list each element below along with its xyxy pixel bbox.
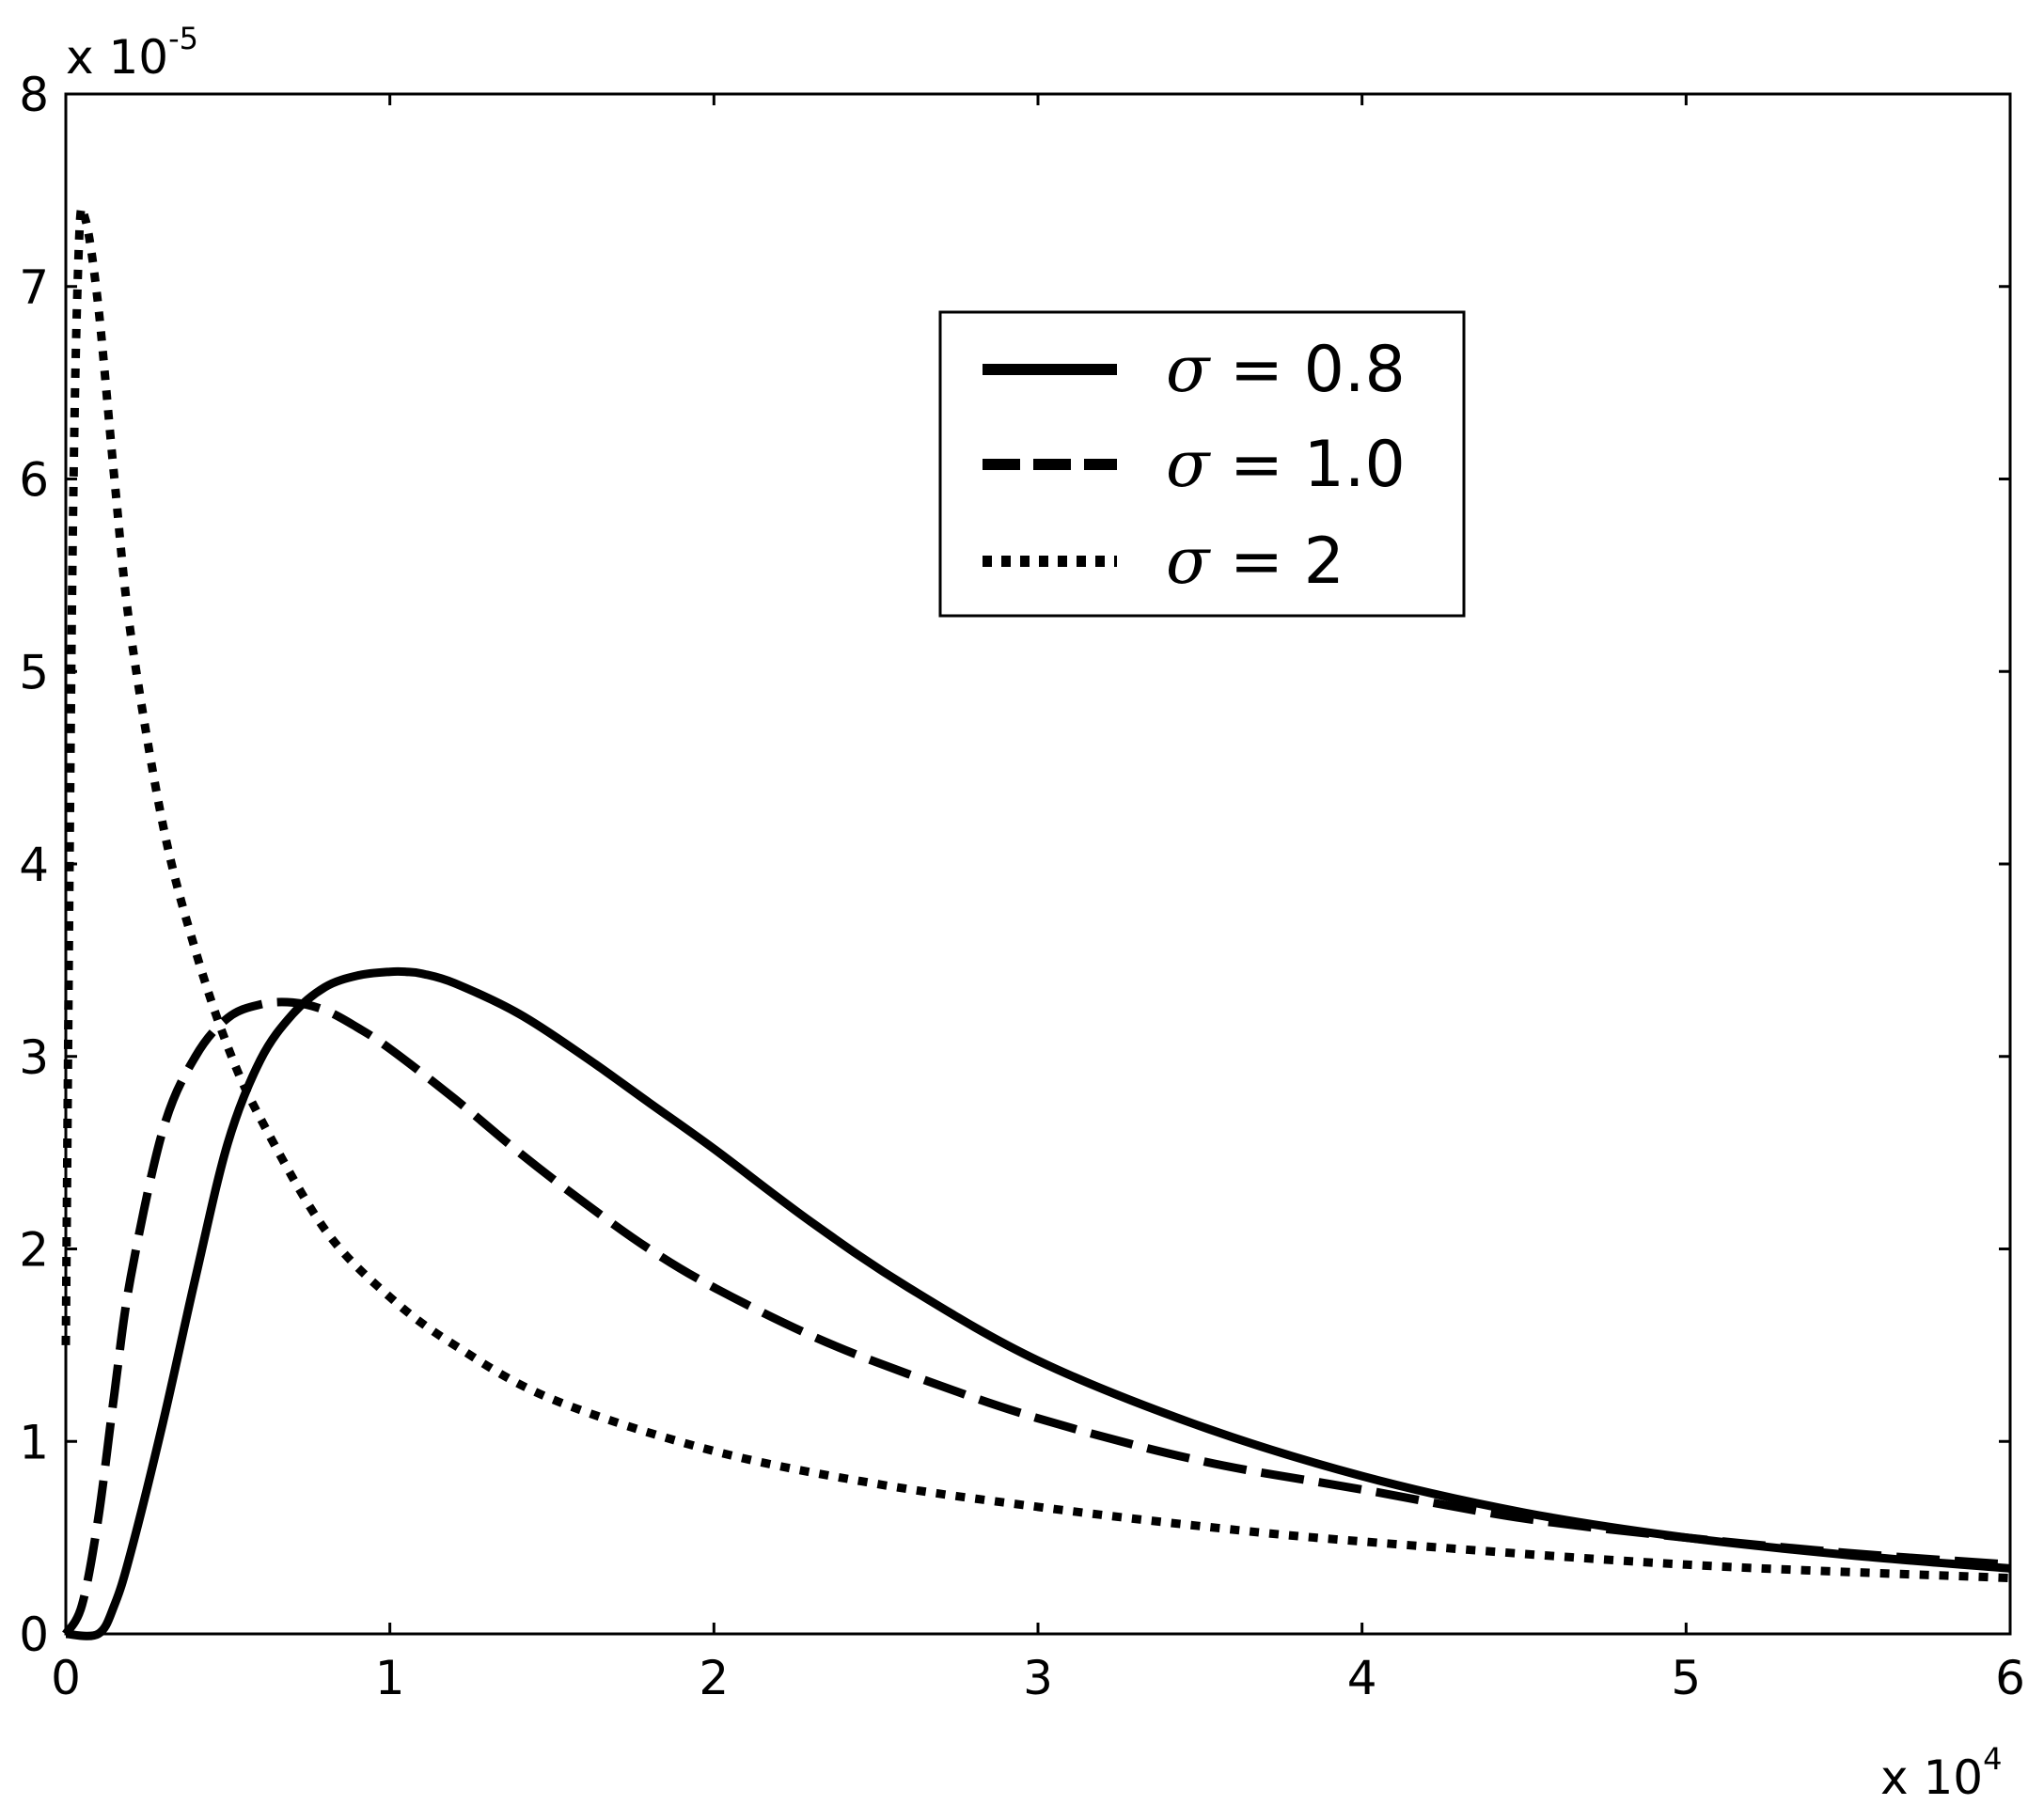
axis-ticks xyxy=(64,92,2012,1636)
series-line-dotted xyxy=(61,203,2011,1583)
x-tick-label-2: 2 xyxy=(699,1651,729,1705)
x-tick-label-4: 4 xyxy=(1347,1651,1377,1705)
legend-label-1: σ = 1.0 xyxy=(1166,428,1406,502)
y-tick-label-4: 4 xyxy=(19,838,49,892)
x-tick-label-6: 6 xyxy=(1995,1651,2025,1705)
x-tick-label-0: 0 xyxy=(51,1651,81,1705)
x-multiplier-exponent: 4 xyxy=(1983,1741,2002,1777)
y-tick-label-5: 5 xyxy=(19,645,49,699)
y-tick-label-2: 2 xyxy=(19,1223,49,1278)
plot-lines xyxy=(61,203,2011,1640)
x-multiplier-prefix: x 10 xyxy=(1880,1750,1983,1805)
y-multiplier-prefix: x 10 xyxy=(66,30,168,85)
series-line-dashed xyxy=(62,997,2011,1637)
legend-label-0: σ = 0.8 xyxy=(1166,333,1406,407)
x-axis-multiplier: x 104 xyxy=(1880,1741,2002,1805)
y-tick-label-0: 0 xyxy=(19,1608,49,1662)
x-tick-label-1: 1 xyxy=(375,1651,405,1705)
axis-tick-labels: 0 1 2 3 4 5 6 0 1 2 3 4 5 6 7 8 xyxy=(19,68,2025,1705)
y-axis-multiplier: x 10-5 xyxy=(66,21,198,85)
series-line-solid xyxy=(65,966,2011,1640)
y-tick-label-3: 3 xyxy=(19,1030,49,1085)
x-tick-label-5: 5 xyxy=(1671,1651,1701,1705)
y-tick-label-6: 6 xyxy=(19,453,49,508)
y-tick-label-7: 7 xyxy=(19,260,49,315)
y-tick-label-8: 8 xyxy=(19,68,49,122)
legend-label-2: σ = 2 xyxy=(1166,525,1344,599)
y-tick-label-1: 1 xyxy=(19,1415,49,1469)
legend: σ = 0.8 σ = 1.0 σ = 2 xyxy=(938,310,1466,618)
x-tick-label-3: 3 xyxy=(1023,1651,1053,1705)
y-multiplier-exponent: -5 xyxy=(168,21,198,56)
